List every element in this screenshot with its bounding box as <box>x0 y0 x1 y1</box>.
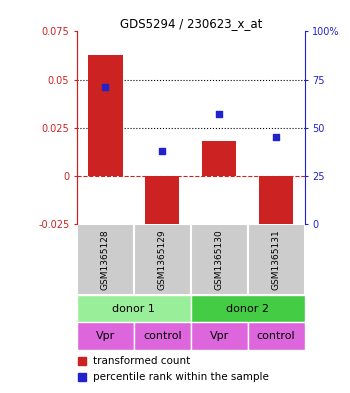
Text: control: control <box>257 331 295 341</box>
Bar <box>134 224 191 295</box>
Text: GSM1365130: GSM1365130 <box>215 229 224 290</box>
Bar <box>77 295 191 322</box>
Bar <box>191 295 304 322</box>
Text: percentile rank within the sample: percentile rank within the sample <box>93 372 269 382</box>
Bar <box>202 141 236 176</box>
Bar <box>191 322 248 350</box>
Text: donor 1: donor 1 <box>112 303 155 314</box>
Text: transformed count: transformed count <box>93 356 190 366</box>
Text: GSM1365129: GSM1365129 <box>158 229 167 290</box>
Text: Vpr: Vpr <box>210 331 229 341</box>
Text: control: control <box>143 331 182 341</box>
Point <box>273 134 279 140</box>
Point <box>160 148 165 154</box>
Text: Vpr: Vpr <box>96 331 115 341</box>
Bar <box>77 322 134 350</box>
Point <box>216 111 222 118</box>
Bar <box>248 224 304 295</box>
Text: donor 2: donor 2 <box>226 303 269 314</box>
Bar <box>259 176 293 230</box>
Bar <box>145 176 179 233</box>
Bar <box>248 322 304 350</box>
Title: GDS5294 / 230623_x_at: GDS5294 / 230623_x_at <box>120 17 262 30</box>
Bar <box>88 55 122 176</box>
Bar <box>77 224 134 295</box>
Text: GSM1365128: GSM1365128 <box>101 229 110 290</box>
Point <box>103 84 108 90</box>
Text: GSM1365131: GSM1365131 <box>272 229 281 290</box>
Bar <box>134 322 191 350</box>
Bar <box>191 224 248 295</box>
